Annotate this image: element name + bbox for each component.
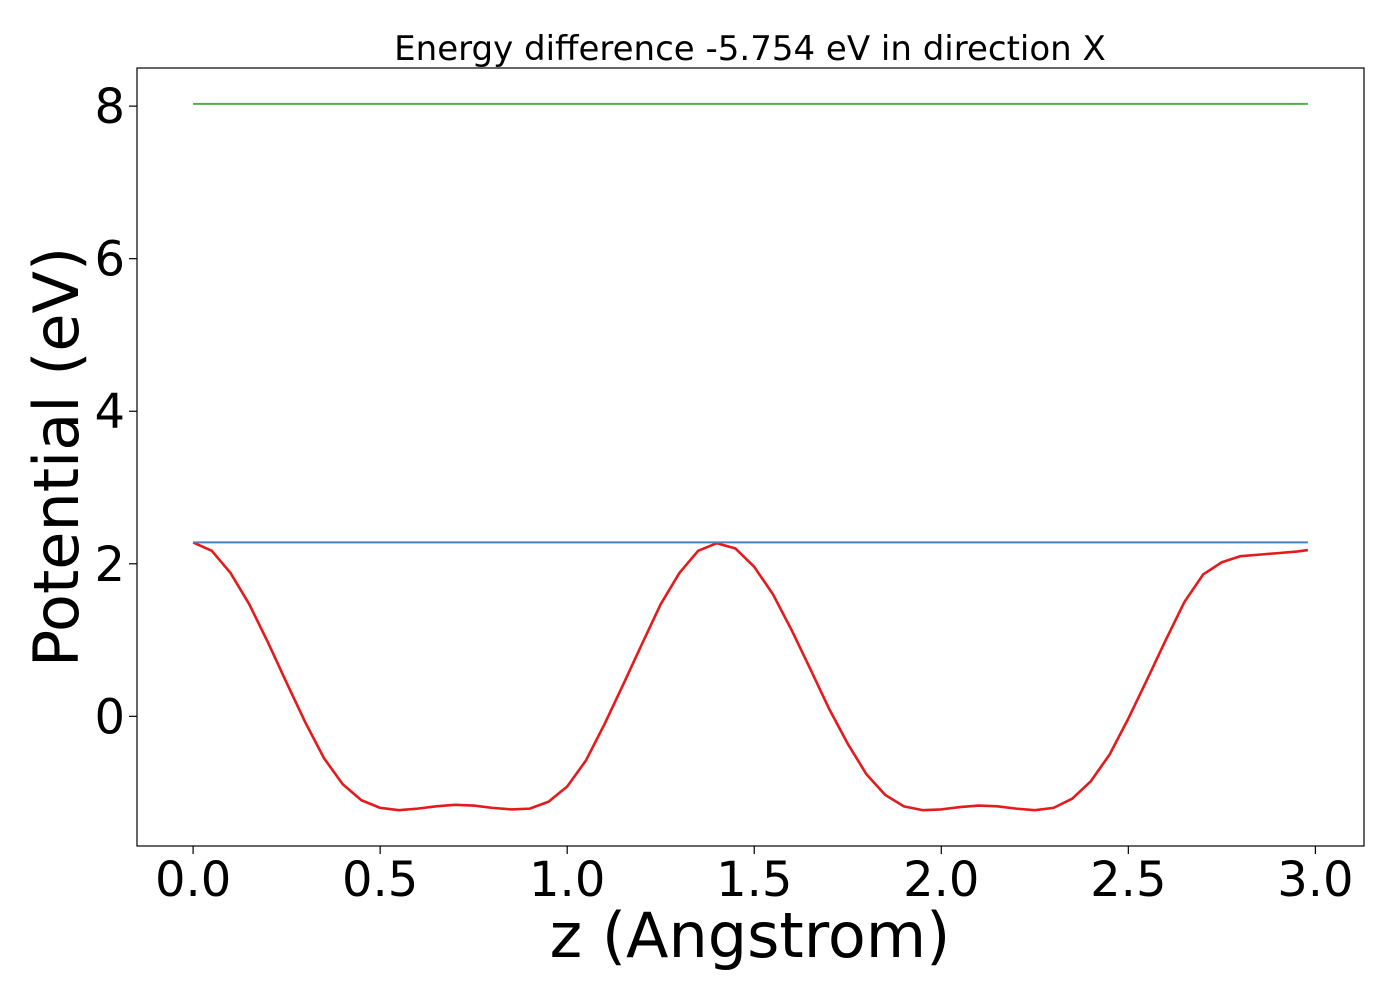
x-tick-label: 1.5 [716,852,792,908]
x-tick-label: 0.5 [342,852,418,908]
chart-title: Energy difference -5.754 eV in direction… [394,29,1106,69]
x-tick-label: 0.0 [155,852,231,908]
x-axis-label: z (Angstrom) [550,899,951,972]
plot-frame [136,67,1365,847]
x-axis: 0.0 0.5 1.0 1.5 2.0 2.5 3.0 [155,846,1354,908]
x-tick-label: 2.0 [903,852,979,908]
y-axis: 0 2 4 6 8 [94,79,137,745]
series-layer [192,102,1309,812]
y-axis-label: Potential (eV) [20,247,93,667]
x-tick-label: 1.0 [529,852,605,908]
x-tick-label: 2.5 [1090,852,1166,908]
y-tick-label: 8 [94,79,125,135]
y-tick-label: 4 [94,384,125,440]
series-line-1 [192,541,1309,812]
y-tick-label: 0 [94,689,125,745]
x-tick-label: 3.0 [1277,852,1353,908]
y-tick-label: 6 [94,232,125,288]
y-tick-label: 2 [94,537,125,593]
